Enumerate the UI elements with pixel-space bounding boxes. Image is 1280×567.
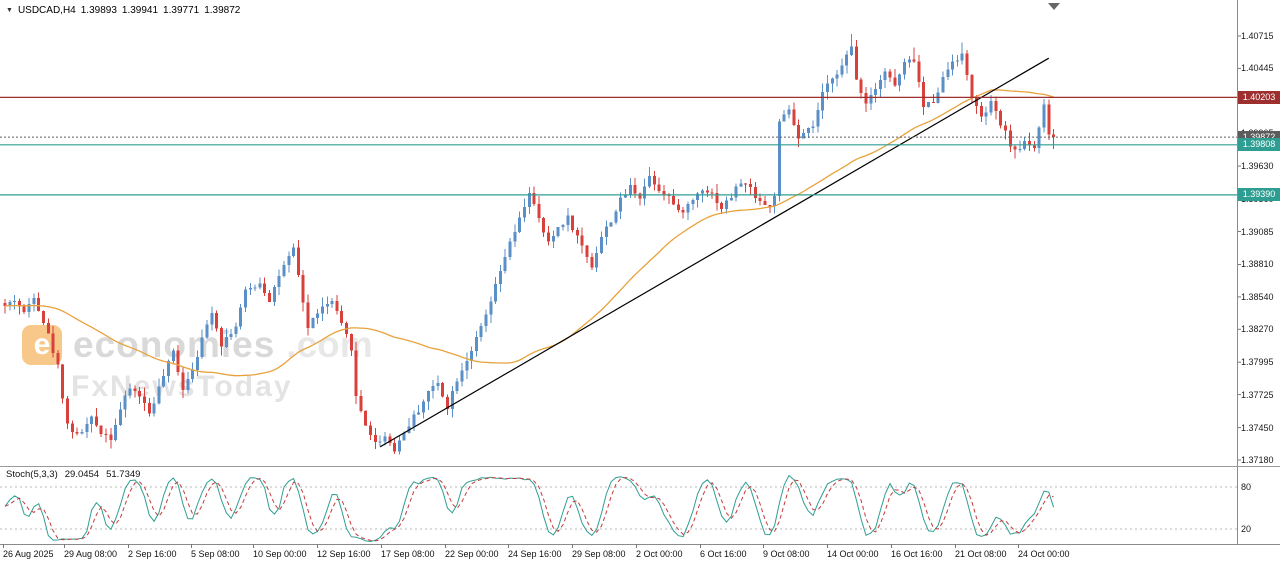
watermark: e economies .com FxNewsToday (22, 324, 373, 404)
price-tick-label: 1.40445 (1241, 63, 1274, 74)
ohlc-low: 1.39771 (163, 5, 200, 16)
stoch-indicator-name: Stoch(5,3,3) (6, 469, 58, 480)
chart-shift-marker-icon[interactable] (1048, 3, 1060, 10)
price-tick-label: 1.38810 (1241, 259, 1274, 270)
time-axis-label: 2 Sep 16:00 (128, 549, 177, 559)
watermark-domain: .com (286, 324, 373, 365)
stoch-value-k: 29.0454 (64, 469, 100, 480)
stoch-indicator-label: Stoch(5,3,3) 29.0454 51.7349 (6, 469, 140, 480)
ohlc-close: 1.39872 (204, 5, 241, 16)
time-axis-label: 26 Aug 2025 (3, 549, 54, 559)
time-axis-label: 21 Oct 08:00 (955, 549, 1007, 559)
stoch-level-label: 20 (1241, 524, 1252, 534)
price-badge-support: 1.39808 (1238, 138, 1280, 152)
price-tick-label: 1.38270 (1241, 324, 1274, 335)
time-axis-label: 24 Oct 00:00 (1018, 549, 1070, 559)
time-axis-label: 6 Oct 16:00 (700, 549, 747, 559)
time-axis-label: 5 Sep 08:00 (191, 549, 240, 559)
ohlc-open: 1.39893 (80, 5, 117, 16)
price-tick-label: 1.37725 (1241, 389, 1274, 400)
stoch-k-line (4, 474, 1055, 543)
time-axis[interactable]: 26 Aug 2025 29 Aug 08:00 2 Sep 16:00 5 Sep … (0, 547, 1280, 567)
time-axis-label: 22 Sep 00:00 (445, 549, 499, 559)
candlesticks (3, 34, 1056, 455)
price-tick-label: 1.37180 (1241, 455, 1274, 465)
economies-logo: e (22, 325, 62, 365)
stoch-level-label: 80 (1241, 482, 1252, 492)
price-tick-label: 1.40715 (1241, 30, 1274, 41)
chart-title-bar: ▼ USDCAD,H4 1.39893 1.39941 1.39771 1.39… (6, 5, 240, 16)
price-axis[interactable]: 1.40203 1.39872 1.39808 1.39390 1.40715 1.404… (1238, 0, 1280, 545)
price-tick-label: 1.37995 (1241, 357, 1274, 368)
ascending-trendline[interactable] (379, 57, 1050, 448)
time-axis-label: 17 Sep 08:00 (381, 549, 435, 559)
price-tick-label: 1.39630 (1241, 161, 1274, 172)
moving-average-line[interactable] (4, 89, 1054, 377)
symbol-dropdown-icon[interactable]: ▼ (6, 6, 13, 14)
time-axis-label: 16 Oct 16:00 (891, 549, 943, 559)
time-axis-label: 9 Oct 08:00 (763, 549, 810, 559)
time-axis-label: 2 Oct 00:00 (636, 549, 683, 559)
price-tick-label: 1.37450 (1241, 422, 1274, 433)
time-axis-label: 29 Aug 08:00 (64, 549, 118, 559)
ohlc-high: 1.39941 (121, 5, 159, 16)
stoch-value-d: 51.7349 (106, 469, 141, 480)
time-axis-label: 24 Sep 16:00 (508, 549, 562, 559)
chart-symbol-timeframe: USDCAD,H4 (17, 5, 76, 16)
price-badge-resistance: 1.40203 (1238, 90, 1280, 104)
time-axis-label: 29 Sep 08:00 (572, 549, 626, 559)
price-tick-label: 1.39085 (1241, 226, 1274, 237)
time-axis-label: 10 Sep 00:00 (253, 549, 307, 559)
time-axis-label: 12 Sep 16:00 (317, 549, 371, 559)
time-axis-label: 14 Oct 00:00 (827, 549, 879, 559)
watermark-tagline: FxNewsToday (71, 370, 373, 404)
stoch-d-line (4, 476, 1054, 542)
price-tick-label: 1.38540 (1241, 291, 1274, 302)
price-badge-support: 1.39390 (1238, 188, 1280, 202)
